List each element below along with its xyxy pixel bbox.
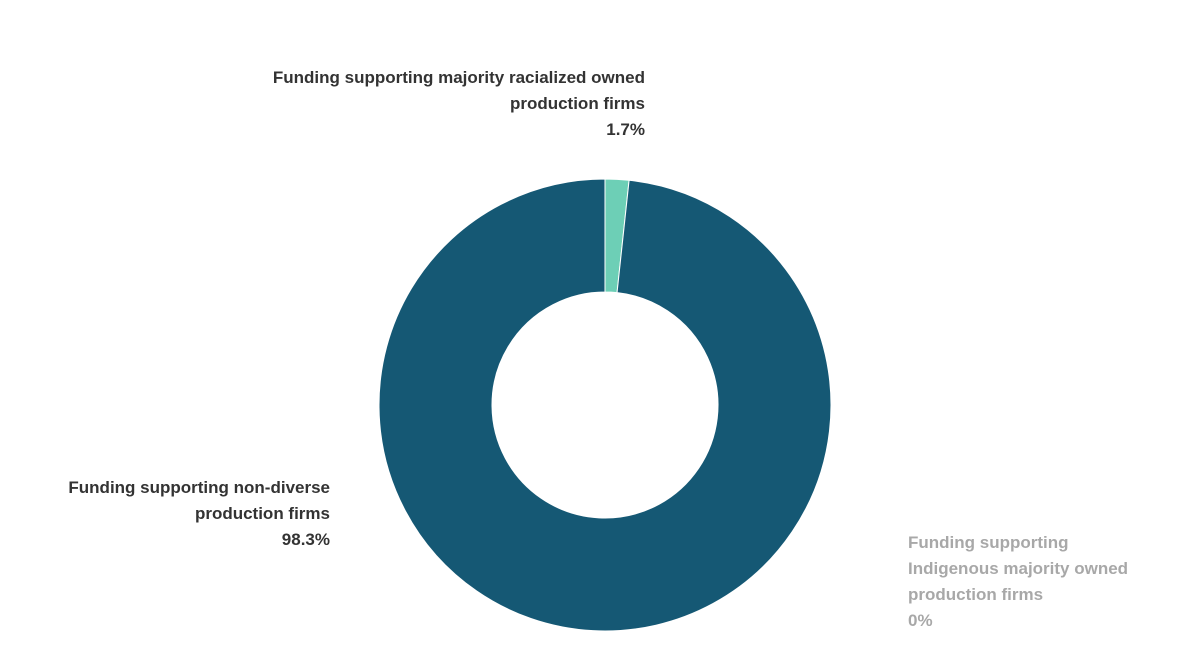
value-label: 1.7%: [606, 120, 645, 139]
value-label: 98.3%: [281, 530, 330, 549]
category-label: Funding supporting Indigenous majority o…: [908, 533, 1129, 604]
donut-slice: [378, 178, 832, 632]
slice-label: Funding supporting Indigenous majority o…: [908, 530, 1148, 634]
category-label: Funding supporting non-diverse productio…: [68, 478, 330, 523]
category-label: Funding supporting majority racialized o…: [272, 68, 645, 113]
slice-label: Funding supporting majority racialized o…: [255, 65, 645, 143]
slice-label: Funding supporting non-diverse productio…: [40, 475, 330, 553]
value-label: 0%: [908, 611, 933, 630]
